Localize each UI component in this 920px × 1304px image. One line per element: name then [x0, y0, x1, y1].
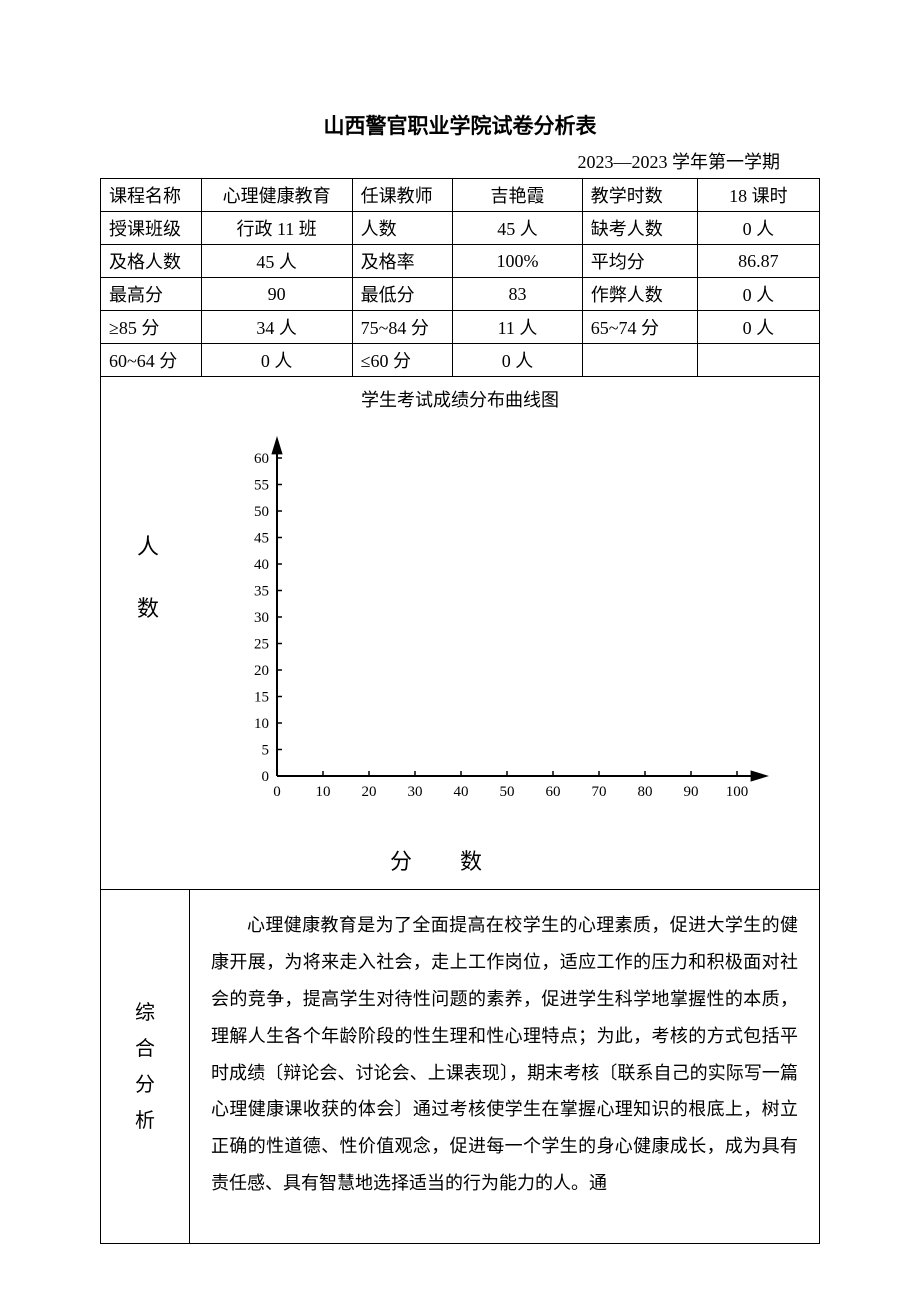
- score-distribution-chart: 人数 0 5 10 15 20 25 30 35 40 45 50 55 60 0 10 20 30 40 50 60…: [107, 416, 813, 886]
- analysis-text: 心理健康教育是为了全面提高在校学生的心理素质，促进大学生的健康开展，为将来走入社…: [191, 891, 818, 1242]
- info-value: 45 人: [201, 245, 352, 278]
- info-label: 人数: [352, 212, 453, 245]
- info-value: 11 人: [453, 311, 582, 344]
- page-title: 山西警官职业学院试卷分析表: [100, 110, 820, 140]
- info-label: 作弊人数: [582, 278, 697, 311]
- info-value: 83: [453, 278, 582, 311]
- info-label: 教学时数: [582, 179, 697, 212]
- info-value: 34 人: [201, 311, 352, 344]
- info-value: 0 人: [697, 278, 819, 311]
- info-value: 行政 11 班: [201, 212, 352, 245]
- info-label: 75~84 分: [352, 311, 453, 344]
- info-value: 90: [201, 278, 352, 311]
- info-label: 60~64 分: [101, 344, 202, 377]
- svg-text:100: 100: [726, 784, 749, 800]
- svg-text:15: 15: [254, 690, 269, 706]
- svg-text:20: 20: [362, 784, 377, 800]
- chart-title: 学生考试成绩分布曲线图: [107, 380, 813, 416]
- svg-text:0: 0: [262, 769, 270, 785]
- info-label: ≤60 分: [352, 344, 453, 377]
- svg-text:50: 50: [500, 784, 515, 800]
- svg-text:10: 10: [254, 716, 269, 732]
- info-value: 86.87: [697, 245, 819, 278]
- x-axis-label: 分数: [107, 844, 813, 876]
- svg-text:40: 40: [454, 784, 469, 800]
- info-value: 吉艳霞: [453, 179, 582, 212]
- info-table: 课程名称心理健康教育任课教师吉艳霞教学时数18 课时授课班级行政 11 班人数4…: [100, 178, 820, 890]
- svg-text:50: 50: [254, 504, 269, 520]
- analysis-label: 综合分析: [101, 890, 190, 1244]
- svg-text:70: 70: [592, 784, 607, 800]
- info-label: 及格率: [352, 245, 453, 278]
- svg-text:60: 60: [546, 784, 561, 800]
- svg-text:60: 60: [254, 451, 269, 467]
- svg-text:30: 30: [408, 784, 423, 800]
- info-label: 授课班级: [101, 212, 202, 245]
- svg-text:20: 20: [254, 663, 269, 679]
- info-value: 0 人: [453, 344, 582, 377]
- svg-text:90: 90: [684, 784, 699, 800]
- info-label: 任课教师: [352, 179, 453, 212]
- info-value: [697, 344, 819, 377]
- info-value: 心理健康教育: [201, 179, 352, 212]
- chart-svg: 0 5 10 15 20 25 30 35 40 45 50 55 60 0 10 20 30 40 50 60 70 8…: [197, 426, 797, 846]
- info-label: 缺考人数: [582, 212, 697, 245]
- info-value: 0 人: [697, 311, 819, 344]
- svg-text:40: 40: [254, 557, 269, 573]
- svg-text:55: 55: [254, 478, 269, 494]
- info-label: 课程名称: [101, 179, 202, 212]
- svg-text:10: 10: [316, 784, 331, 800]
- info-label: ≥85 分: [101, 311, 202, 344]
- info-label: 最高分: [101, 278, 202, 311]
- info-value: 100%: [453, 245, 582, 278]
- y-axis-label: 人数: [137, 516, 159, 639]
- info-label: 最低分: [352, 278, 453, 311]
- info-value: 18 课时: [697, 179, 819, 212]
- info-label: [582, 344, 697, 377]
- info-value: 45 人: [453, 212, 582, 245]
- info-value: 0 人: [697, 212, 819, 245]
- info-label: 65~74 分: [582, 311, 697, 344]
- svg-text:0: 0: [273, 784, 281, 800]
- svg-text:5: 5: [262, 743, 270, 759]
- svg-text:30: 30: [254, 610, 269, 626]
- info-value: 0 人: [201, 344, 352, 377]
- info-label: 及格人数: [101, 245, 202, 278]
- analysis-table: 综合分析 心理健康教育是为了全面提高在校学生的心理素质，促进大学生的健康开展，为…: [100, 889, 820, 1244]
- svg-text:35: 35: [254, 584, 269, 600]
- semester-subtitle: 2023—2023 学年第一学期: [100, 148, 820, 174]
- svg-text:25: 25: [254, 637, 269, 653]
- info-label: 平均分: [582, 245, 697, 278]
- svg-text:45: 45: [254, 531, 269, 547]
- svg-text:80: 80: [638, 784, 653, 800]
